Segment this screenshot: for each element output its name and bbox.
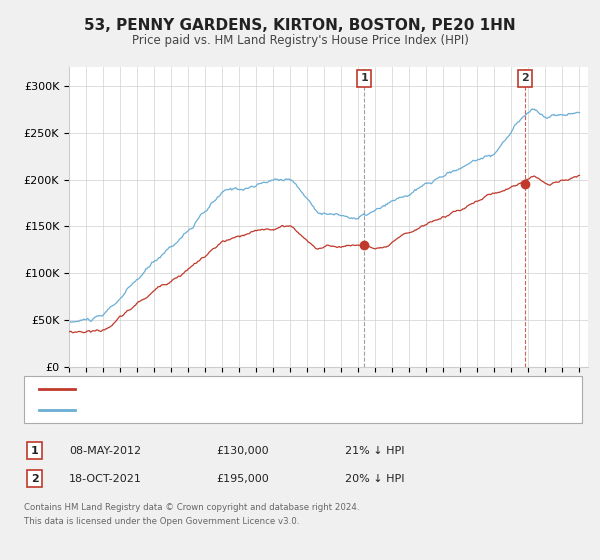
Text: Price paid vs. HM Land Registry's House Price Index (HPI): Price paid vs. HM Land Registry's House … xyxy=(131,34,469,47)
Text: 20% ↓ HPI: 20% ↓ HPI xyxy=(345,474,404,484)
Text: 1: 1 xyxy=(361,73,368,83)
Text: 08-MAY-2012: 08-MAY-2012 xyxy=(69,446,141,456)
Text: HPI: Average price, detached house, Boston: HPI: Average price, detached house, Bost… xyxy=(80,405,309,416)
Text: £195,000: £195,000 xyxy=(216,474,269,484)
Text: This data is licensed under the Open Government Licence v3.0.: This data is licensed under the Open Gov… xyxy=(24,517,299,526)
Text: 21% ↓ HPI: 21% ↓ HPI xyxy=(345,446,404,456)
Text: 1: 1 xyxy=(31,446,38,456)
Text: £130,000: £130,000 xyxy=(216,446,269,456)
Text: Contains HM Land Registry data © Crown copyright and database right 2024.: Contains HM Land Registry data © Crown c… xyxy=(24,503,359,512)
Text: 53, PENNY GARDENS, KIRTON, BOSTON, PE20 1HN (detached house): 53, PENNY GARDENS, KIRTON, BOSTON, PE20 … xyxy=(80,384,437,394)
Text: 2: 2 xyxy=(31,474,38,484)
Text: 53, PENNY GARDENS, KIRTON, BOSTON, PE20 1HN: 53, PENNY GARDENS, KIRTON, BOSTON, PE20 … xyxy=(84,18,516,32)
Text: 2: 2 xyxy=(521,73,529,83)
Text: 18-OCT-2021: 18-OCT-2021 xyxy=(69,474,142,484)
